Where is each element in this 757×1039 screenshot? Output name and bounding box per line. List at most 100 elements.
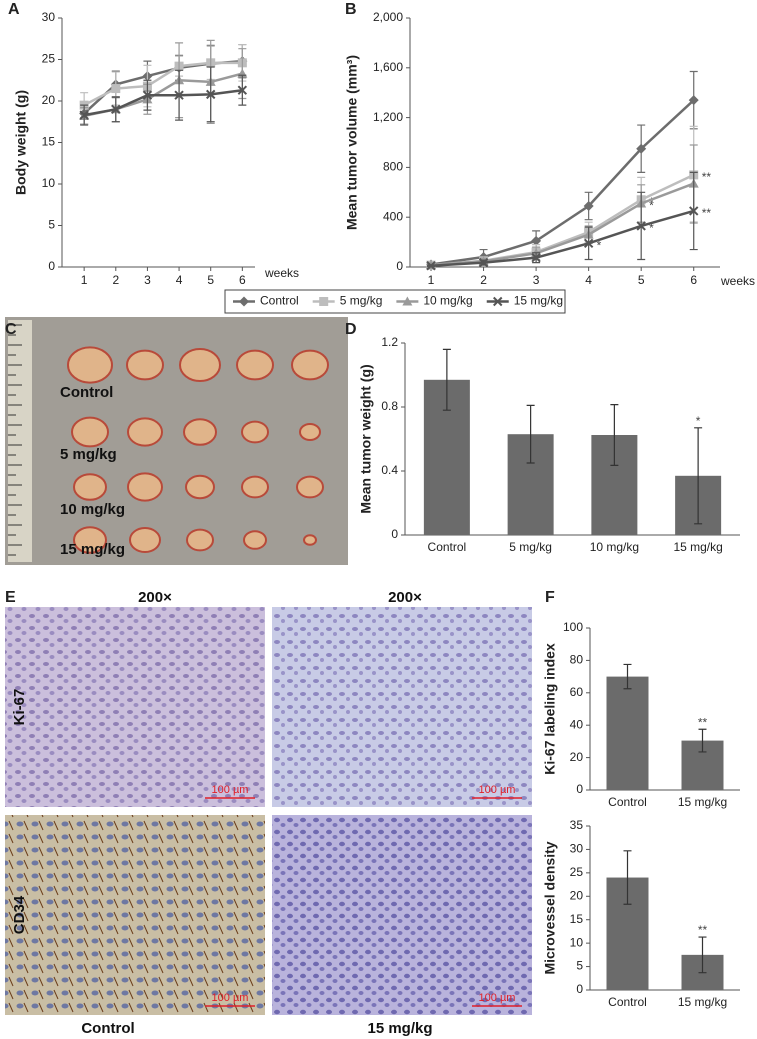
row-label: Ki-67 — [11, 689, 28, 726]
y-tick-label: 0 — [576, 782, 583, 796]
ruler — [8, 320, 32, 562]
significance-label: * — [696, 414, 701, 428]
scale-label: 100 µm — [212, 992, 249, 1004]
tumor-photo — [5, 317, 348, 565]
magnification: 200× — [138, 589, 172, 606]
y-tick-label: 80 — [570, 653, 584, 667]
series-line — [430, 99, 695, 266]
tumor — [185, 474, 215, 500]
bar — [606, 676, 649, 790]
x-tick-label: 2 — [480, 273, 487, 287]
tumor — [179, 348, 221, 382]
x-tick-label: Control — [428, 540, 467, 554]
scale-label: 100 µm — [479, 992, 516, 1004]
scale-label: 100 µm — [479, 784, 516, 796]
histology-image — [5, 607, 265, 807]
tumor — [241, 420, 269, 444]
y-axis-label: Mean tumor volume (mm³) — [344, 55, 360, 230]
significance-label: ** — [698, 923, 708, 937]
tumor — [127, 472, 163, 502]
group-label: 5 mg/kg — [60, 446, 117, 463]
y-axis-label: Microvessel density — [542, 841, 558, 974]
x-tick-label: 4 — [585, 273, 592, 287]
x-tick-label: 4 — [176, 273, 183, 287]
marker — [583, 238, 594, 249]
group-label: Control — [60, 384, 113, 401]
x-tick-label: 15 mg/kg — [678, 795, 727, 809]
y-axis-label: Mean tumor weight (g) — [358, 364, 374, 513]
y-tick-label: 10 — [570, 935, 584, 949]
histology-image — [272, 815, 532, 1015]
x-tick-label: 5 mg/kg — [509, 540, 552, 554]
series-line — [83, 88, 243, 117]
marker — [111, 84, 121, 94]
y-axis-label: Ki-67 labeling index — [542, 643, 558, 775]
marker — [402, 296, 413, 306]
y-tick-label: 30 — [42, 10, 56, 24]
error-bar — [694, 427, 703, 525]
x-axis-label: weeks — [264, 266, 299, 280]
tumor — [241, 475, 269, 499]
y-tick-label: 30 — [570, 842, 584, 856]
y-tick-label: 25 — [42, 52, 56, 66]
marker — [174, 90, 184, 100]
x-axis-label: weeks — [720, 274, 755, 288]
x-tick-label: 6 — [690, 273, 697, 287]
marker — [583, 200, 594, 211]
marker — [478, 257, 489, 268]
panel-label: F — [545, 589, 555, 606]
significance-label: ** — [698, 715, 708, 729]
error-bar — [698, 728, 707, 753]
marker — [636, 143, 647, 154]
x-tick-label: 6 — [239, 273, 246, 287]
marker — [531, 252, 541, 263]
x-tick-label: 1 — [428, 273, 435, 287]
marker — [689, 206, 699, 216]
significance-label: * — [649, 199, 654, 213]
tumor — [299, 423, 321, 441]
series-line — [83, 59, 243, 115]
error-bar — [526, 404, 535, 464]
y-tick-label: 40 — [570, 717, 584, 731]
histology-photos — [5, 607, 532, 1015]
y-tick-label: 800 — [383, 160, 403, 174]
y-tick-label: 35 — [570, 818, 584, 832]
y-tick-label: 5 — [576, 959, 583, 973]
column-label: 15 mg/kg — [367, 1020, 432, 1037]
tumor — [183, 418, 217, 446]
y-tick-label: 60 — [570, 685, 584, 699]
legend-box — [224, 289, 566, 314]
y-tick-label: 400 — [383, 209, 403, 223]
x-tick-label: 5 — [638, 273, 645, 287]
marker — [636, 221, 646, 231]
y-tick-label: 1.2 — [381, 335, 398, 349]
tumor — [126, 349, 164, 381]
y-tick-label: 15 — [42, 135, 56, 149]
marker — [319, 297, 329, 306]
tumor — [243, 530, 267, 550]
error-bar — [623, 663, 632, 690]
column-label: Control — [81, 1020, 134, 1037]
tumor — [291, 349, 329, 381]
scale-label: 100 µm — [212, 784, 249, 796]
y-tick-label: 0 — [576, 982, 583, 996]
marker — [142, 90, 153, 100]
tumor — [296, 475, 324, 499]
tumor — [67, 346, 113, 384]
y-tick-label: 0 — [391, 527, 398, 541]
row-label: CD34 — [11, 895, 28, 934]
y-tick-label: 2,000 — [373, 10, 403, 24]
marker — [493, 296, 503, 307]
tumor — [127, 417, 163, 447]
x-tick-label: Control — [608, 795, 647, 809]
significance-label: * — [649, 221, 654, 235]
tumor — [129, 527, 161, 553]
y-tick-label: 5 — [48, 218, 55, 232]
tumor — [303, 534, 317, 546]
y-tick-label: 0.4 — [381, 463, 398, 477]
error-bar — [610, 404, 619, 466]
x-tick-label: 15 mg/kg — [678, 995, 727, 1009]
y-tick-label: 15 — [570, 912, 584, 926]
y-tick-label: 20 — [42, 93, 56, 107]
